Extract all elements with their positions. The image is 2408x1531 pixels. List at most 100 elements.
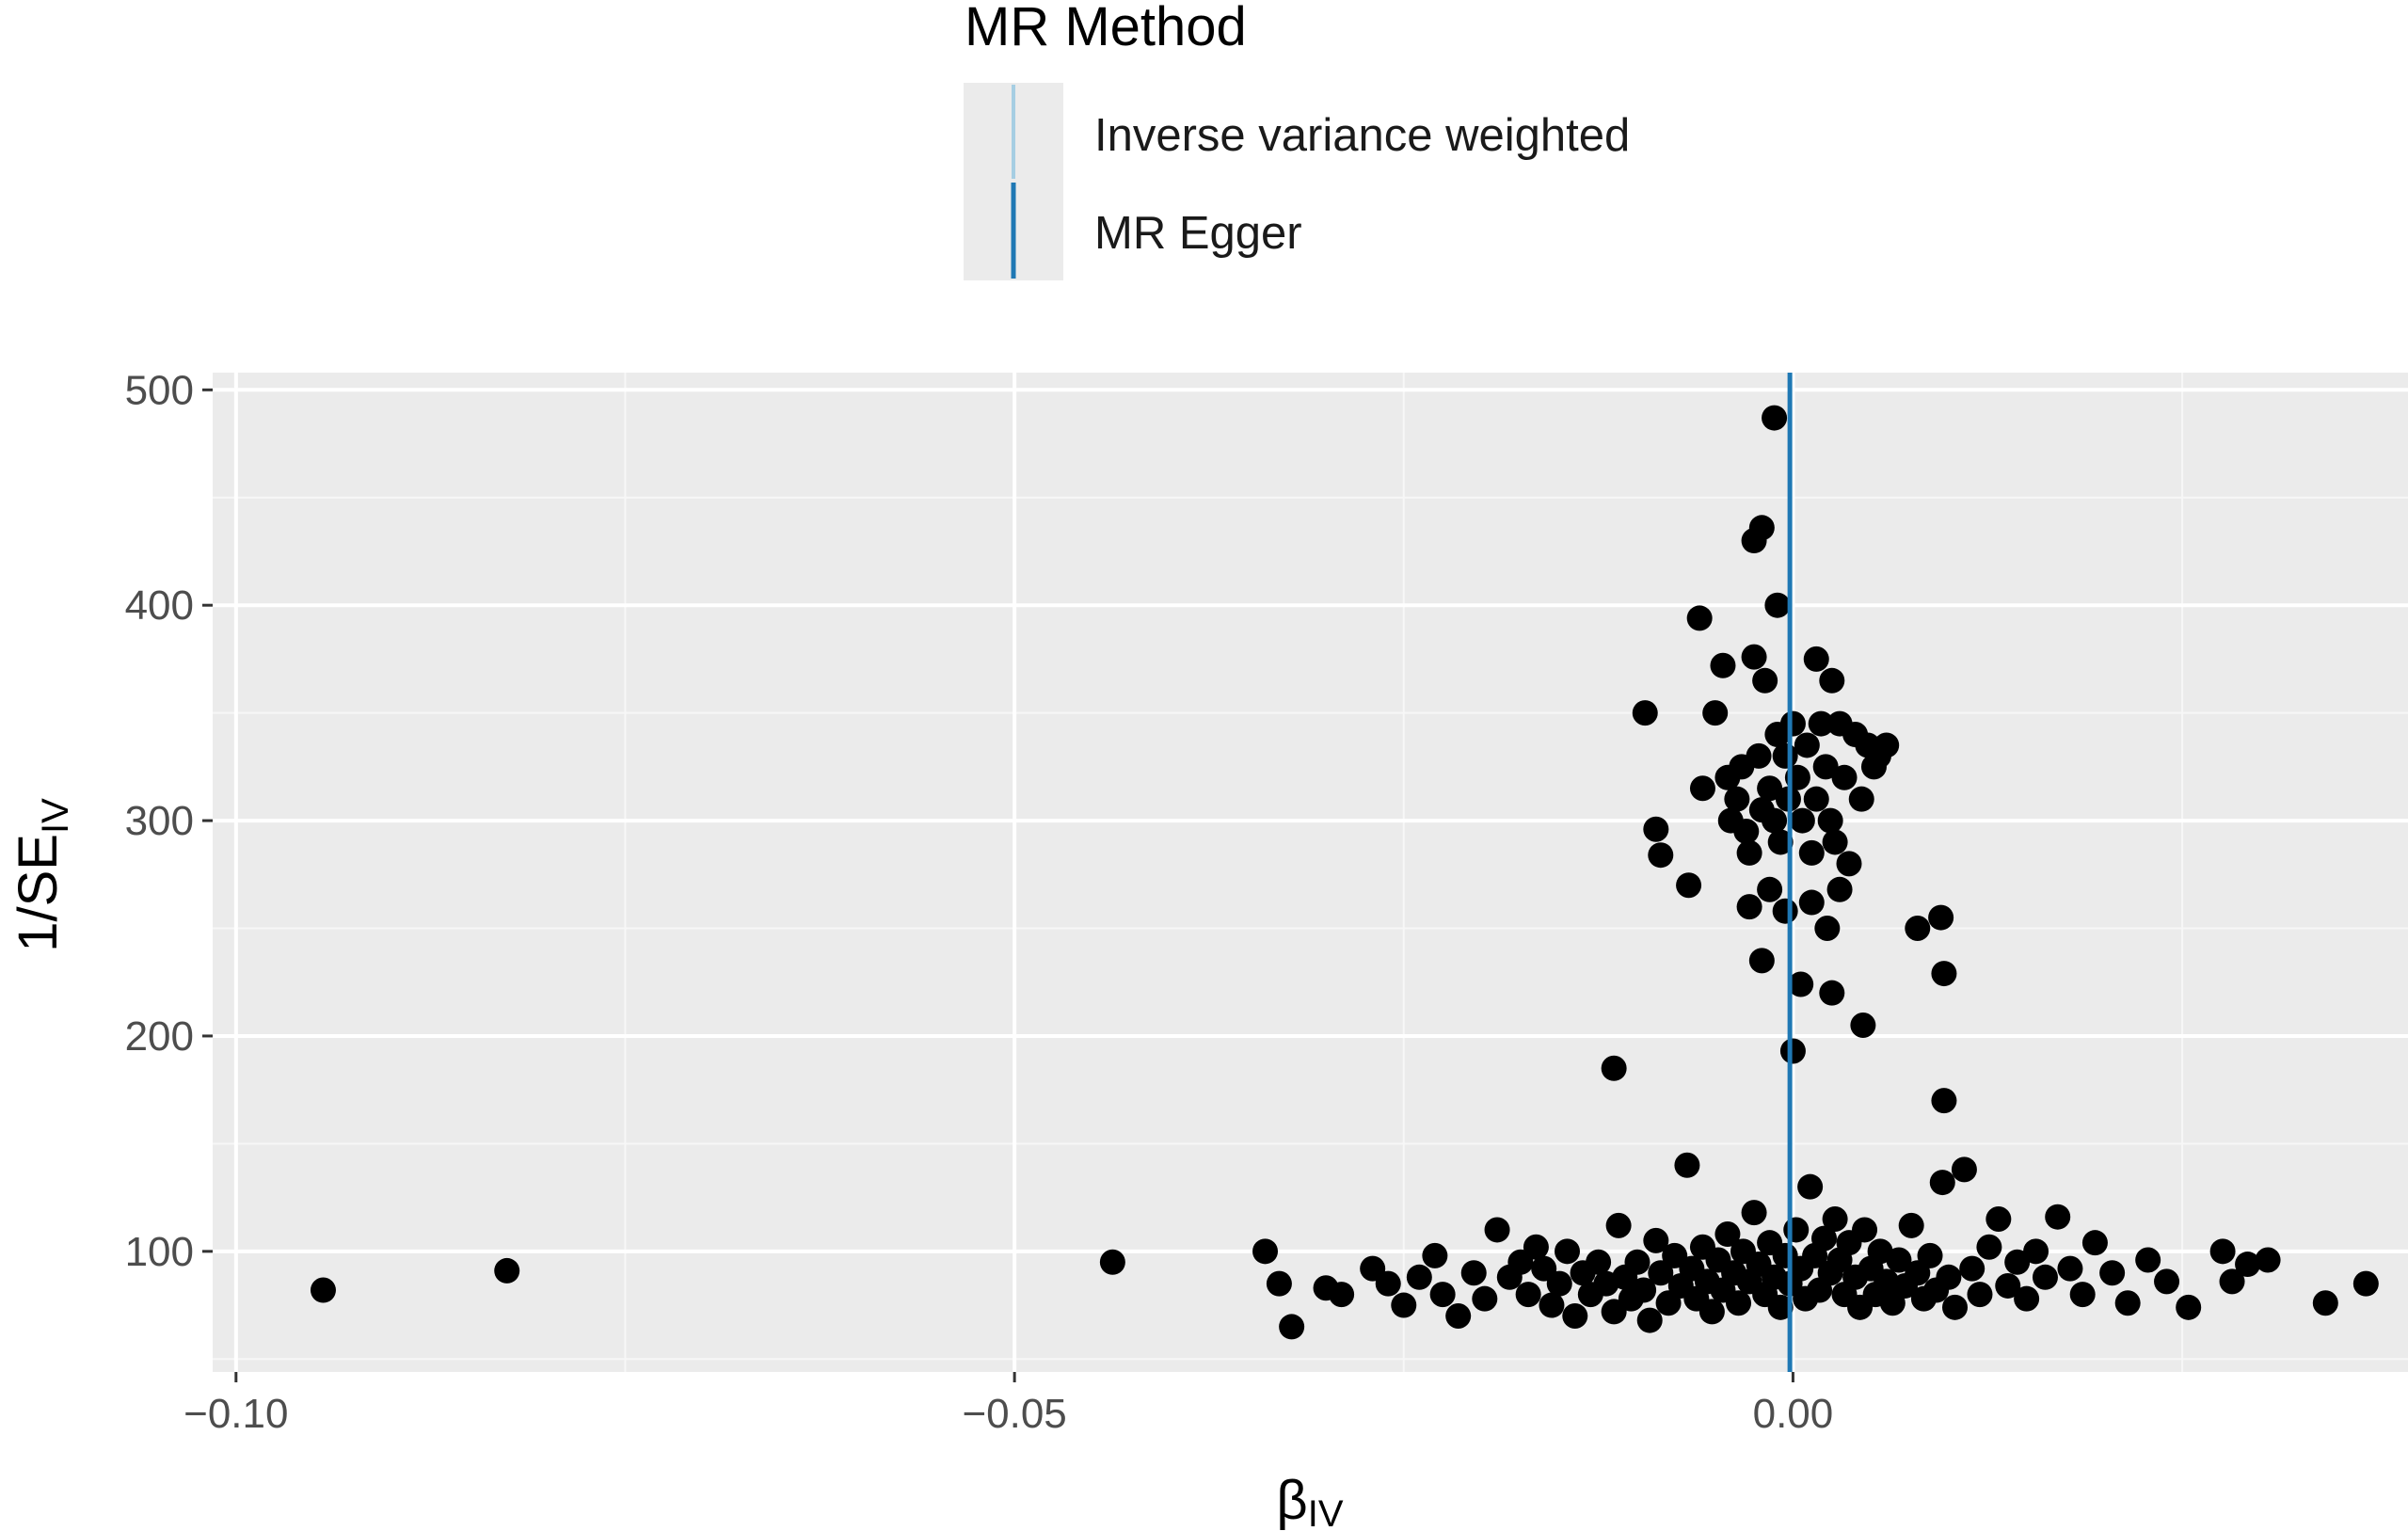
data-point xyxy=(1375,1270,1401,1297)
data-point xyxy=(1985,1205,2012,1232)
data-point xyxy=(1852,1217,1878,1243)
data-point xyxy=(1648,1260,1674,1286)
data-point xyxy=(1929,1170,1955,1196)
data-point xyxy=(1976,1234,2002,1260)
data-point xyxy=(1523,1234,1549,1260)
data-point xyxy=(1391,1292,1417,1318)
data-point xyxy=(1746,742,1772,769)
data-point xyxy=(1733,819,1760,845)
y-tick-label: 100 xyxy=(125,1229,194,1275)
data-point xyxy=(1266,1270,1292,1297)
data-point xyxy=(1779,1038,1806,1064)
data-point xyxy=(1726,1290,1752,1316)
data-point xyxy=(1539,1292,1565,1318)
data-point xyxy=(1772,742,1798,769)
data-point xyxy=(1819,980,1845,1006)
data-point xyxy=(1931,961,1957,987)
data-point xyxy=(1472,1285,1498,1312)
data-point xyxy=(2312,1290,2338,1316)
data-point xyxy=(1329,1282,1355,1308)
data-point xyxy=(1803,646,1829,672)
data-point xyxy=(1686,605,1713,631)
data-point xyxy=(1967,1282,1993,1308)
data-point xyxy=(1928,904,1954,931)
data-point xyxy=(1788,971,1814,997)
data-point xyxy=(2114,1290,2141,1316)
data-point xyxy=(1632,700,1658,726)
data-point xyxy=(1812,754,1839,780)
data-point xyxy=(2352,1270,2379,1297)
data-point xyxy=(1814,916,1841,942)
data-point xyxy=(1819,667,1845,694)
data-point xyxy=(1951,1156,1977,1183)
y-axis-title-sub: IV xyxy=(35,798,76,834)
data-point xyxy=(1850,1013,1876,1039)
data-point xyxy=(1741,644,1767,670)
data-point xyxy=(1798,839,1825,866)
data-point xyxy=(2014,1285,2040,1312)
data-point xyxy=(1714,1221,1741,1248)
data-point xyxy=(1555,1238,1581,1265)
x-tick-label: −0.10 xyxy=(183,1391,288,1437)
data-point xyxy=(1698,1299,1725,1325)
data-point xyxy=(494,1257,520,1284)
data-point xyxy=(1099,1249,1125,1275)
y-axis-title-main: 1/SE xyxy=(8,834,69,952)
data-point xyxy=(1789,807,1815,834)
x-tick-label: −0.05 xyxy=(962,1391,1066,1437)
data-point xyxy=(1798,889,1825,916)
data-point xyxy=(1605,1212,1632,1238)
data-point xyxy=(1767,1294,1794,1320)
data-point xyxy=(1898,1212,1924,1238)
data-point xyxy=(1757,775,1783,802)
data-point xyxy=(1748,948,1775,974)
data-point xyxy=(1648,842,1674,869)
data-point xyxy=(1826,876,1853,902)
data-point xyxy=(2032,1264,2058,1290)
data-point xyxy=(1636,1307,1663,1333)
data-point xyxy=(1562,1302,1588,1329)
data-point xyxy=(1959,1255,1985,1282)
data-point xyxy=(1674,1152,1700,1178)
data-points xyxy=(310,405,2379,1340)
data-point xyxy=(1736,839,1762,866)
data-point xyxy=(1624,1249,1651,1275)
data-point xyxy=(1808,710,1834,737)
data-point xyxy=(1702,700,1729,726)
data-point xyxy=(2069,1282,2096,1308)
y-axis-title: 1/SEIV xyxy=(8,798,76,952)
y-tick-label: 500 xyxy=(125,367,194,413)
data-point xyxy=(2004,1249,2031,1275)
plot-panel xyxy=(213,373,2408,1372)
data-point xyxy=(1752,667,1778,694)
legend-title: MR Method xyxy=(965,0,1247,57)
data-point xyxy=(1874,732,1900,758)
data-point xyxy=(2135,1247,2161,1273)
x-axis-title-sub: IV xyxy=(1308,1493,1344,1531)
data-point xyxy=(1445,1302,1472,1329)
data-point xyxy=(1586,1249,1612,1275)
data-point xyxy=(1601,1055,1627,1081)
data-point xyxy=(2219,1268,2245,1295)
x-axis-title: βIV xyxy=(1276,1470,1343,1531)
data-point xyxy=(1643,1227,1669,1253)
data-point xyxy=(1515,1282,1541,1308)
data-point xyxy=(2154,1268,2180,1295)
data-point xyxy=(1757,876,1783,902)
data-point xyxy=(2081,1230,2108,1256)
data-point xyxy=(1643,816,1669,842)
data-point xyxy=(2255,1247,2281,1273)
data-point xyxy=(1676,872,1702,899)
data-point xyxy=(1279,1314,1305,1340)
data-point xyxy=(1764,592,1791,618)
y-tick-label: 200 xyxy=(125,1013,194,1060)
data-point xyxy=(1822,829,1848,855)
data-point xyxy=(1762,807,1788,834)
data-point xyxy=(2209,1238,2236,1265)
data-point xyxy=(1252,1238,1279,1265)
data-point xyxy=(1995,1272,2021,1299)
data-point xyxy=(1783,1217,1810,1243)
data-point xyxy=(1748,515,1775,541)
data-point xyxy=(1917,1242,1943,1268)
